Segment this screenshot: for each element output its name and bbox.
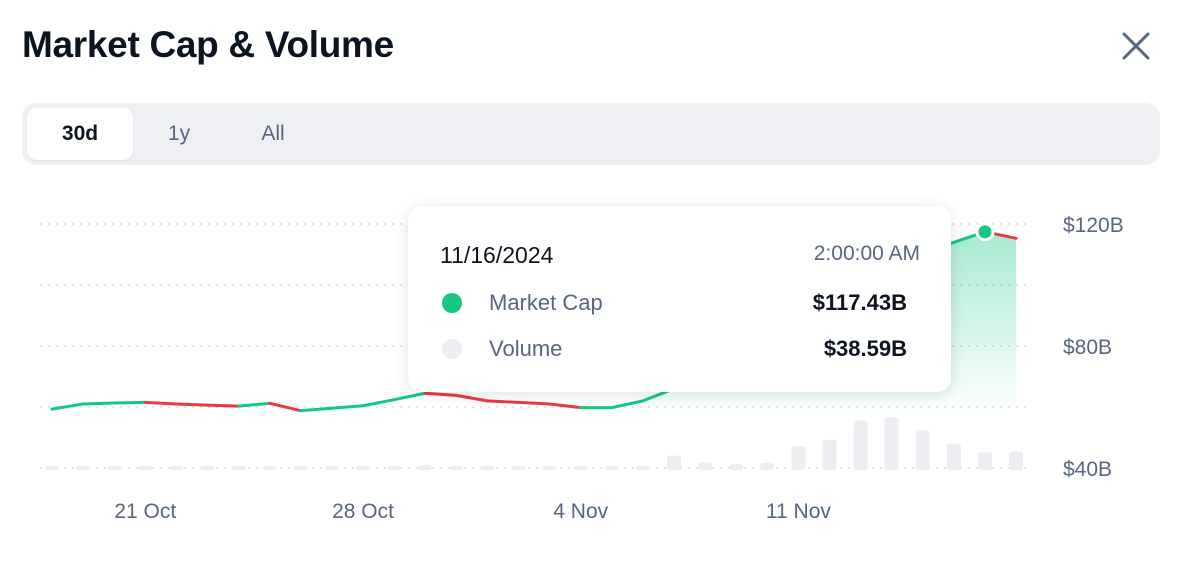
volume-bar [231, 466, 246, 470]
volume-bar [760, 462, 775, 470]
market-cap-dot-icon [442, 293, 462, 313]
volume-bar [387, 466, 402, 470]
volume-bar [449, 465, 464, 470]
market-cap-segment [268, 401, 303, 413]
market-cap-segment [237, 401, 272, 408]
volume-bar [946, 443, 961, 470]
chart-tooltip: 11/16/2024 2:00:00 AM Market Cap $117.43… [408, 206, 951, 392]
tab-30d[interactable]: 30d [27, 108, 133, 160]
volume-bar [822, 439, 837, 470]
volume-bar [324, 466, 339, 470]
volume-bar [542, 466, 557, 470]
volume-bar [573, 466, 588, 470]
market-cap-segment [112, 400, 147, 405]
volume-bar [604, 466, 619, 470]
market-cap-segment [361, 398, 396, 408]
volume-bar [635, 465, 650, 470]
market-cap-segment [610, 399, 645, 410]
y-tick-label: $80B [1063, 336, 1112, 359]
market-cap-segment [392, 391, 427, 402]
market-cap-segment [143, 400, 178, 406]
tooltip-date: 11/16/2024 [440, 242, 554, 268]
volume-bar [76, 466, 91, 470]
volume-bar [915, 430, 930, 470]
volume-bar [138, 466, 153, 470]
hover-point [975, 222, 995, 242]
volume-bar [884, 417, 899, 470]
volume-bar [200, 466, 215, 470]
volume-bar [729, 464, 744, 470]
tooltip-label: Market Cap [489, 290, 603, 315]
volume-bar [356, 466, 370, 470]
tooltip-value: $38.59B [823, 336, 907, 361]
volume-bar [107, 466, 122, 470]
volume-bar [978, 452, 992, 470]
volume-bar [667, 455, 681, 470]
x-tick-label: 11 Nov [766, 500, 831, 523]
market-cap-segment [454, 393, 489, 403]
market-cap-segment [206, 403, 241, 408]
volume-bar [45, 466, 59, 470]
market-cap-segment [485, 399, 520, 404]
tab-all[interactable]: All [261, 122, 285, 145]
tooltip-label: Volume [489, 336, 563, 361]
x-tick-label: 4 Nov [553, 500, 608, 523]
y-tick-label: $120B [1063, 214, 1124, 237]
volume-bars [45, 417, 1024, 470]
volume-bar [853, 420, 868, 470]
volume-bar [418, 465, 433, 470]
volume-bar [169, 465, 184, 470]
tooltip-time: 2:00:00 AM [813, 242, 920, 265]
volume-dot-icon [442, 339, 462, 359]
timeframe-tabs: 30d 1y All [22, 103, 1160, 165]
market-cap-segment [548, 402, 583, 410]
market-cap-segment [517, 400, 552, 406]
x-tick-label: 21 Oct [114, 500, 176, 523]
tab-1y[interactable]: 1y [167, 122, 191, 145]
volume-bar [511, 466, 526, 470]
tooltip-row-volume: Volume $38.59B [408, 335, 951, 365]
hover-marker [975, 222, 995, 242]
y-axis-labels: $40B $80B $120B [1063, 214, 1124, 481]
volume-bar [698, 462, 713, 470]
market-cap-segment [81, 401, 116, 406]
x-axis-labels: 21 Oct 28 Oct 4 Nov 11 Nov [114, 500, 831, 523]
modal-title: Market Cap & Volume [22, 24, 394, 65]
volume-bar [480, 466, 495, 470]
market-cap-segment [50, 402, 85, 411]
volume-bar [293, 465, 308, 470]
volume-bar [1009, 451, 1024, 470]
close-button[interactable] [1118, 28, 1154, 64]
y-tick-label: $40B [1063, 458, 1112, 481]
market-cap-segment [330, 404, 365, 410]
close-icon [1122, 32, 1150, 60]
x-tick-label: 28 Oct [332, 500, 394, 523]
tooltip-row-market-cap: Market Cap $117.43B [408, 289, 951, 319]
market-cap-segment [299, 406, 334, 413]
tooltip-value: $117.43B [812, 290, 907, 315]
market-cap-segment [174, 402, 209, 407]
volume-bar [791, 446, 806, 470]
market-cap-segment [423, 391, 458, 397]
volume-bar [262, 466, 277, 470]
